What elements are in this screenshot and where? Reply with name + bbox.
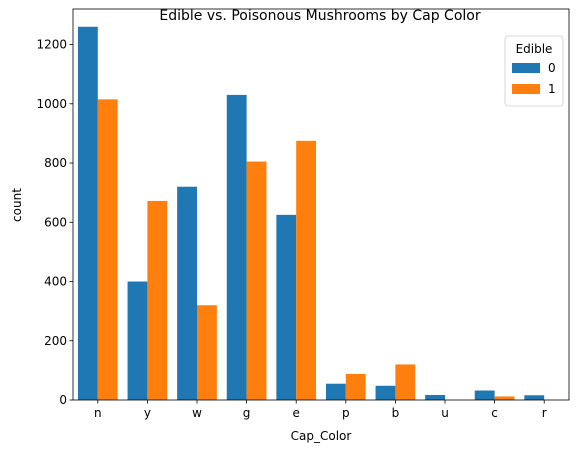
y-tick-label: 800 bbox=[44, 156, 67, 170]
bar-n-series-1 bbox=[97, 99, 118, 400]
y-tick-label: 400 bbox=[44, 275, 67, 289]
x-tick-label: e bbox=[293, 406, 300, 420]
legend: Edible 01 bbox=[504, 35, 564, 107]
legend-title: Edible bbox=[516, 42, 553, 56]
x-axis-label: Cap_Color bbox=[291, 429, 352, 443]
bar-b-series-0 bbox=[375, 385, 396, 400]
x-tick-label: w bbox=[192, 406, 202, 420]
legend-label-1: 1 bbox=[548, 82, 556, 96]
legend-label-0: 0 bbox=[548, 61, 556, 75]
bar-u-series-0 bbox=[425, 394, 445, 400]
x-tick-label: c bbox=[491, 406, 498, 420]
bar-n-series-0 bbox=[77, 26, 98, 400]
bar-g-series-0 bbox=[226, 94, 247, 400]
y-tick-label: 1000 bbox=[36, 97, 67, 111]
bar-p-series-1 bbox=[345, 373, 366, 400]
bar-e-series-1 bbox=[296, 140, 317, 400]
y-tick-label: 1200 bbox=[36, 38, 67, 52]
legend-swatch-0 bbox=[512, 63, 540, 73]
bar-p-series-0 bbox=[325, 383, 346, 400]
x-tick-label: b bbox=[392, 406, 400, 420]
legend-swatch-1 bbox=[512, 84, 540, 94]
x-tick-label: y bbox=[144, 406, 151, 420]
bar-b-series-1 bbox=[395, 364, 416, 400]
bar-w-series-0 bbox=[177, 186, 197, 400]
bar-y-series-1 bbox=[147, 200, 168, 400]
x-tick-label: g bbox=[243, 406, 251, 420]
bars-group bbox=[77, 26, 545, 400]
bar-c-series-1 bbox=[494, 396, 515, 400]
bar-g-series-1 bbox=[246, 161, 267, 400]
bar-e-series-0 bbox=[276, 214, 297, 400]
plot-frame bbox=[72, 8, 570, 401]
bar-r-series-0 bbox=[524, 395, 545, 400]
x-tick-label: n bbox=[94, 406, 102, 420]
x-tick-label: u bbox=[441, 406, 449, 420]
y-axis-label: count bbox=[10, 188, 24, 222]
legend-items: 01 bbox=[512, 61, 556, 96]
y-tick-label: 600 bbox=[44, 215, 67, 229]
y-axis: 0 200 400 600 800 1000 1200 bbox=[36, 38, 73, 407]
y-tick-label: 0 bbox=[59, 393, 67, 407]
bar-y-series-0 bbox=[127, 281, 148, 400]
y-tick-label: 200 bbox=[44, 334, 67, 348]
x-tick-label: r bbox=[542, 406, 547, 420]
x-tick-label: p bbox=[342, 406, 350, 420]
bar-w-series-1 bbox=[197, 305, 217, 400]
chart-title: Edible vs. Poisonous Mushrooms by Cap Co… bbox=[159, 8, 480, 24]
bar-c-series-0 bbox=[474, 390, 495, 400]
